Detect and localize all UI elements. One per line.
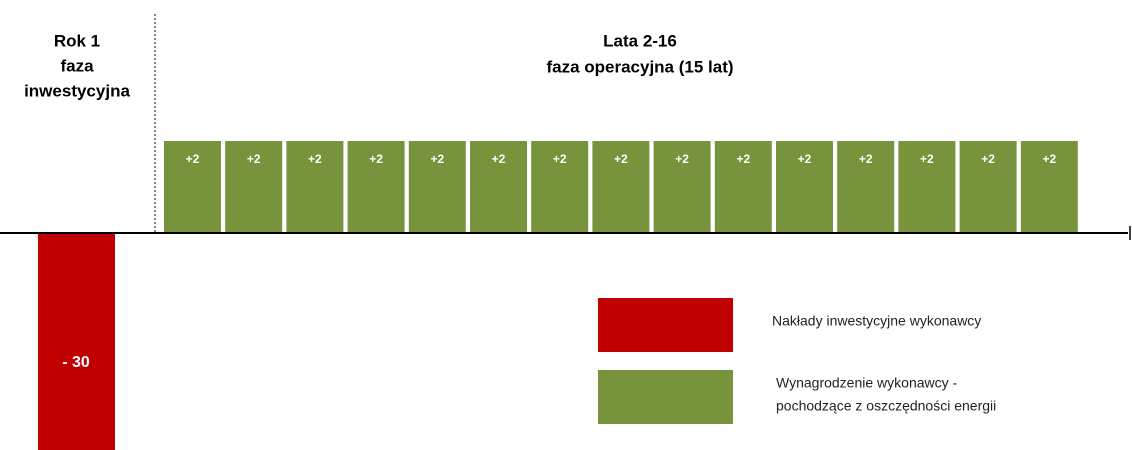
investment-block	[38, 234, 115, 450]
return-block	[408, 141, 466, 232]
return-label: +2	[614, 152, 628, 166]
return-label: +2	[1042, 152, 1056, 166]
return-label: +2	[920, 152, 934, 166]
return-block	[164, 141, 221, 232]
legend-label: Wynagrodzenie wykonawcy -	[776, 375, 958, 391]
phase-title: Lata 2-16	[603, 31, 677, 50]
return-block	[959, 141, 1017, 232]
return-block	[898, 141, 956, 232]
legend-swatch	[598, 298, 733, 352]
return-block	[470, 141, 527, 232]
return-block	[714, 141, 772, 232]
return-label: +2	[430, 152, 444, 166]
phase-title: inwestycyjna	[24, 81, 130, 100]
return-block	[1020, 141, 1078, 232]
return-label: +2	[308, 152, 322, 166]
return-label: +2	[798, 152, 812, 166]
return-block	[592, 141, 650, 232]
legend-swatch	[598, 370, 733, 424]
return-block	[653, 141, 711, 232]
return-label: +2	[859, 152, 873, 166]
return-block	[347, 141, 405, 232]
return-block	[776, 141, 833, 232]
return-block	[531, 141, 589, 232]
return-label: +2	[981, 152, 995, 166]
return-label: +2	[369, 152, 383, 166]
phase-title: Rok 1	[54, 31, 100, 50]
legend-label: pochodzące z oszczędności energii	[776, 398, 996, 414]
return-label: +2	[553, 152, 567, 166]
phase-title: faza operacyjna (15 lat)	[546, 57, 733, 76]
return-block	[837, 141, 895, 232]
investment-label: - 30	[62, 354, 90, 371]
return-label: +2	[492, 152, 506, 166]
phase-title: faza	[60, 56, 94, 75]
return-block	[225, 141, 283, 232]
return-label: +2	[186, 152, 200, 166]
return-block	[286, 141, 344, 232]
legend-label: Nakłady inwestycyjne wykonawcy	[772, 313, 981, 329]
return-label: +2	[736, 152, 750, 166]
return-label: +2	[675, 152, 689, 166]
return-label: +2	[247, 152, 261, 166]
